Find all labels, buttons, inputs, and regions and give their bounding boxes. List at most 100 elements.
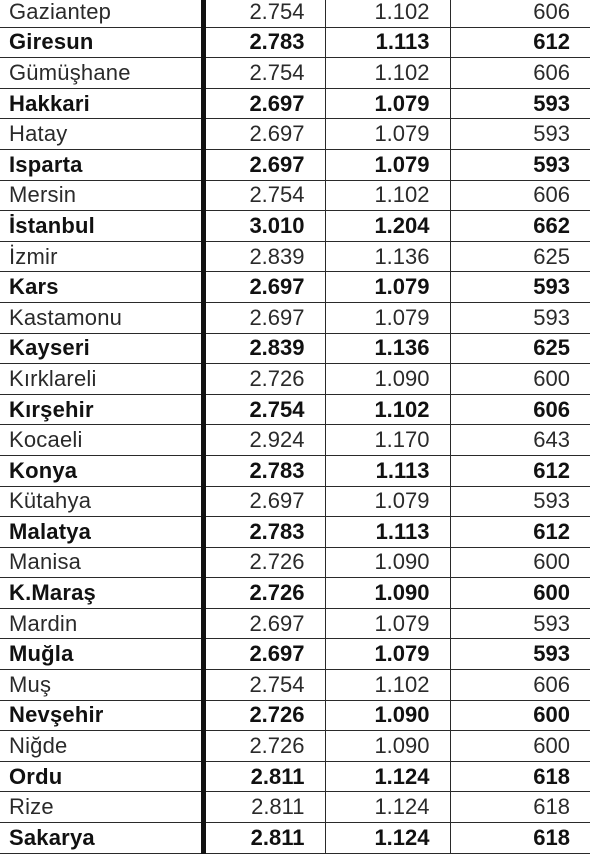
value-c-cell: 593 [449, 302, 590, 334]
city-cell: Kars [0, 271, 203, 303]
value-b-cell: 1.102 [324, 669, 450, 701]
value-a-cell: 2.839 [200, 241, 325, 273]
value-a-cell: 2.754 [200, 57, 325, 89]
value-a-cell: 2.697 [200, 88, 325, 120]
table-row: Hatay 2.697 1.079 593 [0, 118, 590, 150]
city-cell: Nevşehir [0, 700, 203, 732]
table-row: Sakarya 2.811 1.124 618 [0, 822, 590, 854]
value-b-cell: 1.079 [324, 486, 450, 518]
city-cell: Isparta [0, 149, 203, 181]
city-cell: Malatya [0, 516, 203, 548]
value-c-cell: 606 [449, 669, 590, 701]
value-c-cell: 618 [449, 761, 590, 793]
table-row: Isparta 2.697 1.079 593 [0, 149, 590, 181]
value-a-cell: 2.697 [200, 608, 325, 640]
value-b-cell: 1.124 [324, 761, 450, 793]
value-a-cell: 2.839 [200, 333, 325, 365]
table-row: Malatya 2.783 1.113 612 [0, 516, 590, 548]
value-c-cell: 612 [449, 516, 590, 548]
value-a-cell: 2.754 [200, 180, 325, 212]
value-b-cell: 1.079 [324, 271, 450, 303]
value-b-cell: 1.090 [324, 577, 450, 609]
value-b-cell: 1.102 [324, 394, 450, 426]
value-c-cell: 612 [449, 27, 590, 59]
city-cell: Gümüşhane [0, 57, 203, 89]
value-b-cell: 1.079 [324, 118, 450, 150]
city-cell: Giresun [0, 27, 203, 59]
value-c-cell: 618 [449, 791, 590, 824]
city-cell: Manisa [0, 547, 203, 579]
value-c-cell: 662 [449, 210, 590, 242]
value-b-cell: 1.079 [324, 608, 450, 640]
city-cell: Konya [0, 455, 203, 487]
value-b-cell: 1.204 [324, 210, 450, 242]
value-c-cell: 593 [449, 638, 590, 671]
table-row: Manisa 2.726 1.090 600 [0, 547, 590, 579]
table-row: Konya 2.783 1.113 612 [0, 455, 590, 487]
value-a-cell: 3.010 [200, 210, 325, 242]
value-c-cell: 606 [449, 57, 590, 89]
value-b-cell: 1.090 [324, 700, 450, 732]
value-b-cell: 1.136 [324, 241, 450, 273]
value-b-cell: 1.079 [324, 302, 450, 334]
value-b-cell: 1.079 [324, 638, 450, 671]
value-a-cell: 2.697 [200, 638, 325, 671]
city-cell: Mersin [0, 180, 203, 212]
value-c-cell: 593 [449, 608, 590, 640]
value-b-cell: 1.090 [324, 363, 450, 395]
value-b-cell: 1.113 [324, 516, 450, 548]
value-c-cell: 625 [449, 241, 590, 273]
city-cell: Hakkari [0, 88, 203, 120]
value-b-cell: 1.102 [324, 0, 450, 28]
value-a-cell: 2.754 [200, 669, 325, 701]
table-row: Niğde 2.726 1.090 600 [0, 730, 590, 762]
value-a-cell: 2.726 [200, 577, 325, 609]
table-row: Hakkari 2.697 1.079 593 [0, 88, 590, 120]
city-cell: Muş [0, 669, 203, 701]
city-cell: Kırklareli [0, 363, 203, 395]
table-row: Kütahya 2.697 1.079 593 [0, 486, 590, 518]
table-row: İstanbul 3.010 1.204 662 [0, 210, 590, 242]
value-b-cell: 1.124 [324, 791, 450, 824]
value-a-cell: 2.697 [200, 118, 325, 150]
value-c-cell: 600 [449, 730, 590, 762]
city-cell: Mardin [0, 608, 203, 640]
value-c-cell: 593 [449, 271, 590, 303]
value-a-cell: 2.811 [200, 791, 325, 824]
value-c-cell: 612 [449, 455, 590, 487]
table-row: Gümüşhane 2.754 1.102 606 [0, 57, 590, 89]
city-cell: Gaziantep [0, 0, 203, 28]
city-cell: Niğde [0, 730, 203, 762]
value-a-cell: 2.783 [200, 455, 325, 487]
city-cell: Kocaeli [0, 424, 203, 456]
value-c-cell: 606 [449, 0, 590, 28]
city-cell: Muğla [0, 638, 203, 671]
value-c-cell: 606 [449, 180, 590, 212]
city-cell: İstanbul [0, 210, 203, 242]
table-row: Kayseri 2.839 1.136 625 [0, 333, 590, 365]
table-row: Kocaeli 2.924 1.170 643 [0, 424, 590, 456]
value-c-cell: 625 [449, 333, 590, 365]
table-row: Muş 2.754 1.102 606 [0, 669, 590, 701]
city-cell: İzmir [0, 241, 203, 273]
value-a-cell: 2.697 [200, 486, 325, 518]
value-c-cell: 593 [449, 149, 590, 181]
value-a-cell: 2.726 [200, 730, 325, 762]
table-row: Muğla 2.697 1.079 593 [0, 638, 590, 671]
city-cell: Kayseri [0, 333, 203, 365]
value-b-cell: 1.090 [324, 547, 450, 579]
value-c-cell: 593 [449, 118, 590, 150]
value-a-cell: 2.726 [200, 700, 325, 732]
value-a-cell: 2.811 [200, 761, 325, 793]
value-a-cell: 2.811 [200, 822, 325, 854]
value-c-cell: 643 [449, 424, 590, 456]
table-row: Mardin 2.697 1.079 593 [0, 608, 590, 640]
value-b-cell: 1.113 [324, 455, 450, 487]
value-c-cell: 600 [449, 700, 590, 732]
city-cell: Kastamonu [0, 302, 203, 334]
value-c-cell: 600 [449, 577, 590, 609]
city-cell: Kütahya [0, 486, 203, 518]
city-cell: Hatay [0, 118, 203, 150]
